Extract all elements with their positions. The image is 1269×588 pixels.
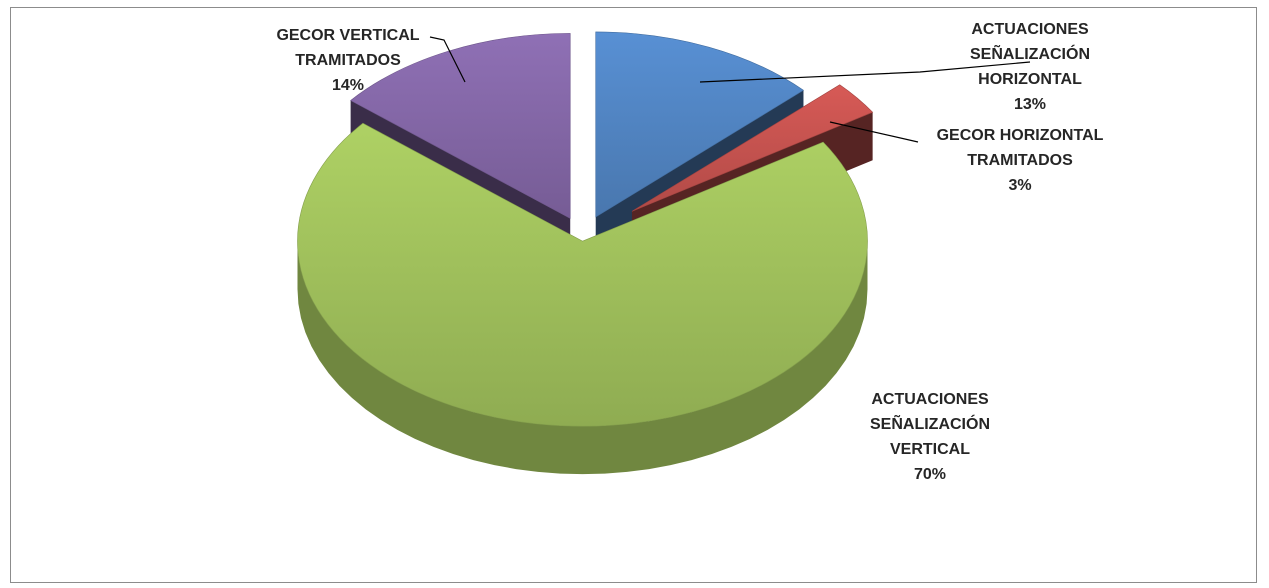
leader-line-2 xyxy=(829,121,919,143)
leader-line-4 xyxy=(429,36,466,83)
slice-category-label: SEÑALIZACIÓN xyxy=(970,43,1090,63)
slice-category-label: ACTUACIONES xyxy=(971,21,1089,38)
leader-line-1 xyxy=(699,61,1031,83)
slice-category-label: TRAMITADOS xyxy=(295,52,401,69)
slice-percent-label: 70% xyxy=(914,466,946,483)
pie-slice-2 xyxy=(631,84,874,212)
slice-labels: ACTUACIONES SEÑALIZACIÓN HORIZONTAL 13% GECO… xyxy=(276,21,1103,483)
pie-slice-1 xyxy=(595,31,805,218)
slice-category-label: ACTUACIONES xyxy=(871,391,989,408)
slice-percent-label: 3% xyxy=(1008,177,1031,194)
slice-category-label: VERTICAL xyxy=(890,441,970,458)
slice-category-label: GECOR HORIZONTAL xyxy=(937,127,1104,144)
slice-category-label: SEÑALIZACIÓN xyxy=(870,413,990,433)
leader-lines xyxy=(429,36,1031,143)
pie-slices xyxy=(297,31,874,475)
slice-category-label: HORIZONTAL xyxy=(978,71,1082,88)
slice-category-label: GECOR VERTICAL xyxy=(276,27,419,44)
slice-percent-label: 13% xyxy=(1014,96,1046,113)
slice-percent-label: 14% xyxy=(332,77,364,94)
slice-outer-wall xyxy=(297,241,868,475)
slice-category-label: TRAMITADOS xyxy=(967,152,1073,169)
pie-slice-3 xyxy=(297,122,868,427)
